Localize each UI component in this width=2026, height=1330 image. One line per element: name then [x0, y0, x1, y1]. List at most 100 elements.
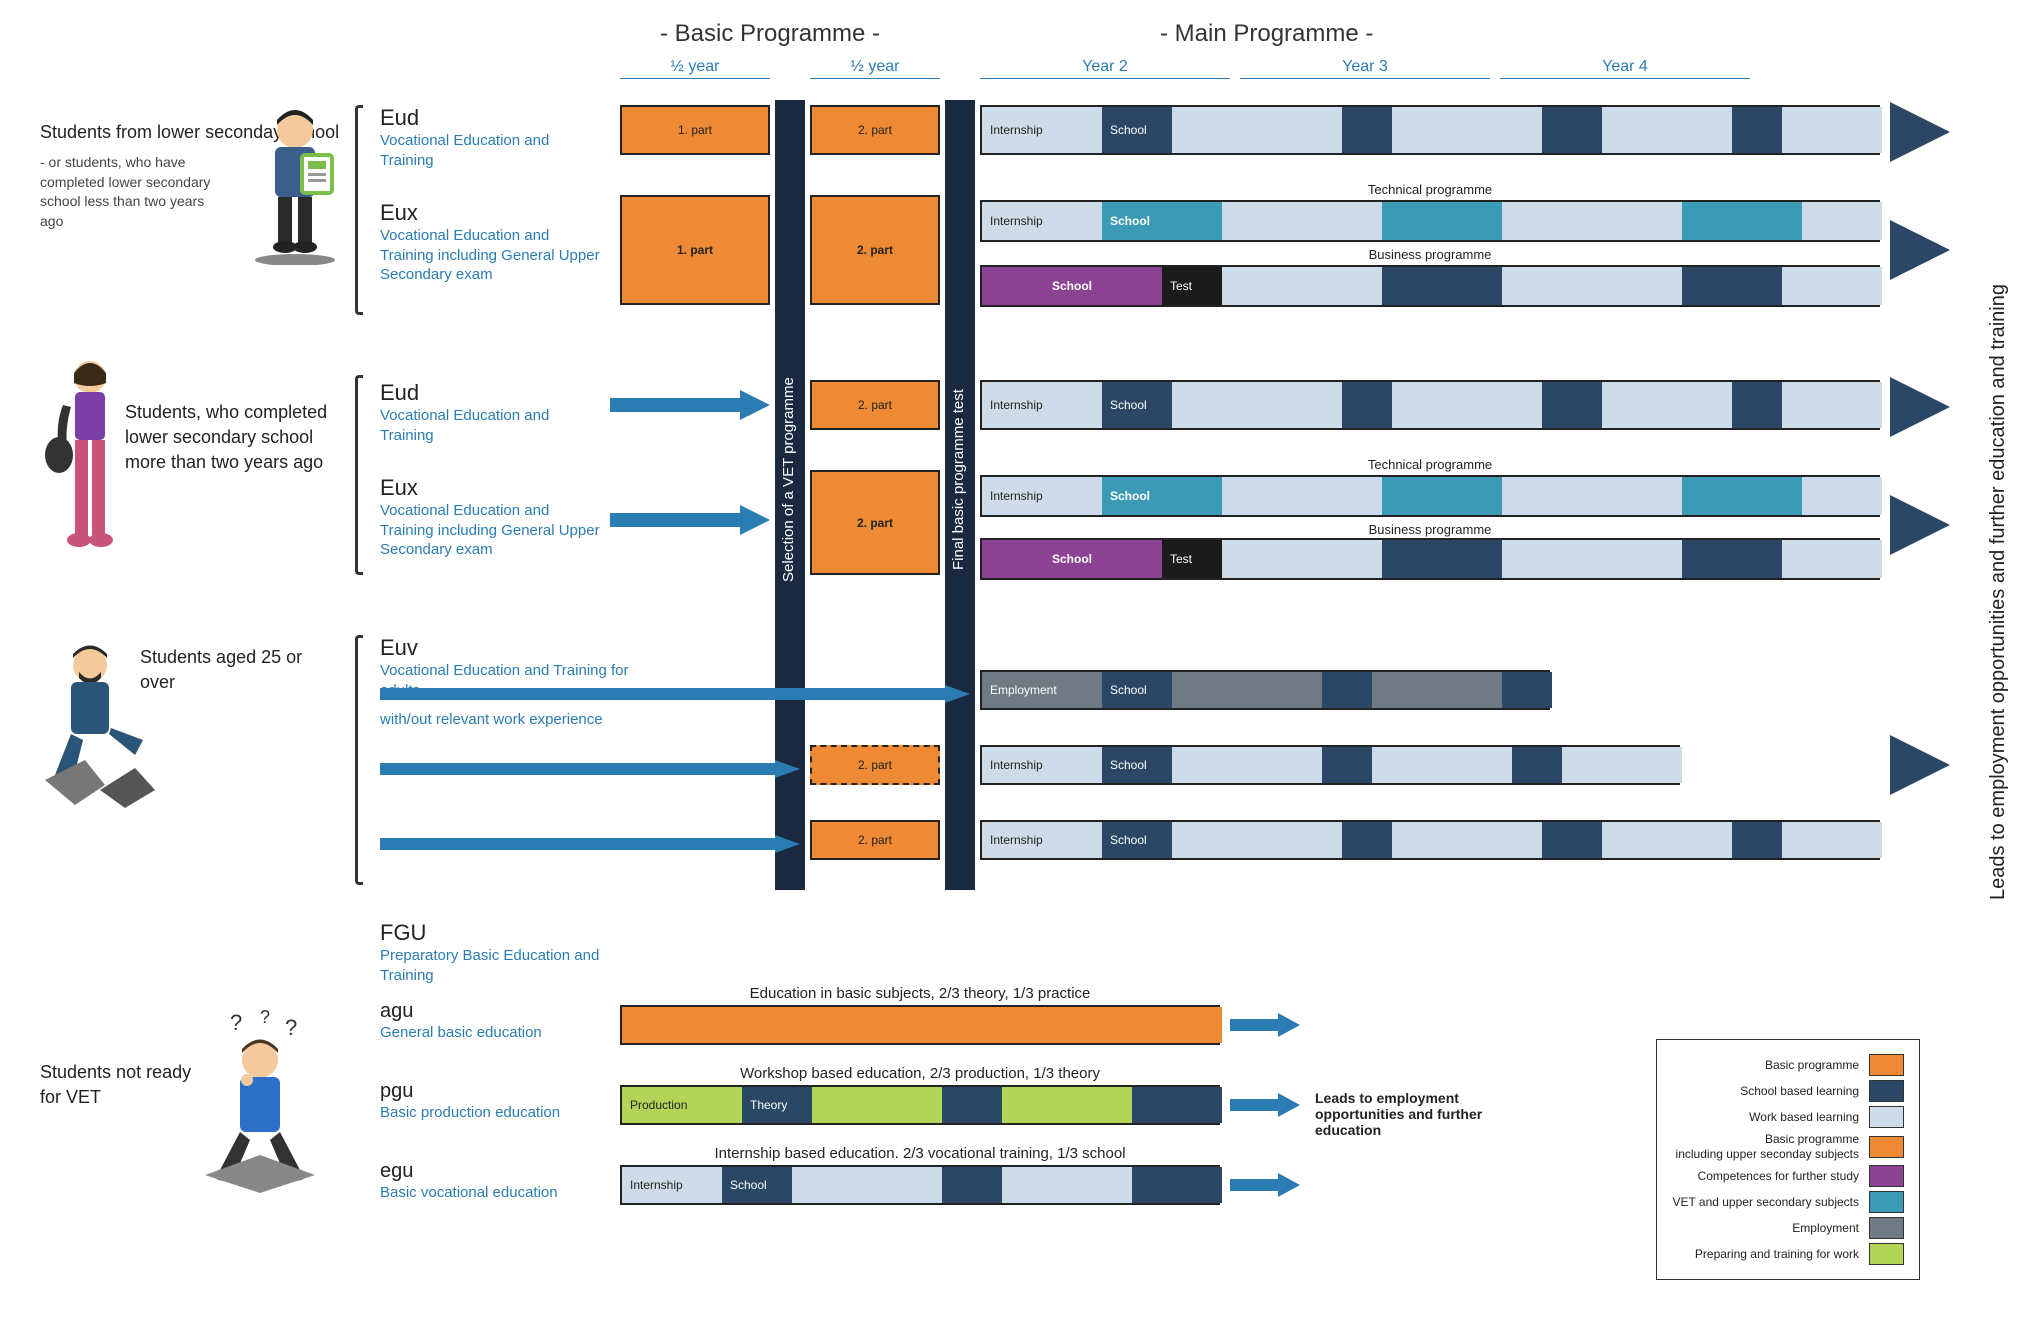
legend-label: Basic programmeincluding upper seconday …	[1676, 1132, 1859, 1161]
eux1-biz-bar: SchoolTest	[980, 265, 1880, 307]
bar-segment	[1732, 107, 1782, 153]
arrow-egu	[1230, 1173, 1300, 1197]
bar-segment	[1542, 107, 1602, 153]
student-4-illustration: ???	[185, 1005, 335, 1195]
track-egu-title: egu	[380, 1160, 600, 1183]
group-1-bracket	[355, 105, 363, 315]
legend-row: Basic programmeincluding upper seconday …	[1672, 1132, 1904, 1161]
bar-segment	[1392, 822, 1542, 858]
bar-segment	[1802, 202, 1882, 240]
track-eud-title: Eud	[380, 105, 600, 131]
track-pgu-sub: Basic production education	[380, 1103, 600, 1123]
track-eud2-title: Eud	[380, 380, 600, 406]
bar-segment	[1172, 672, 1322, 708]
bar-segment	[1392, 107, 1542, 153]
euv2-part2-text: 2. part	[812, 747, 938, 783]
eux2-biz-label: Business programme	[1280, 522, 1580, 537]
euv-int1-bar: InternshipSchool	[980, 745, 1680, 785]
student-3-illustration	[35, 640, 165, 820]
eux1-part1-bar: 1. part	[620, 195, 770, 305]
group-2: Students, who completed lower secondary …	[125, 400, 335, 476]
bar-segment	[1502, 540, 1682, 578]
bar-segment	[622, 1007, 1222, 1043]
bar-segment	[1602, 822, 1732, 858]
agu-caption: Education in basic subjects, 2/3 theory,…	[620, 985, 1220, 1002]
eud1-part1-bar: 1. part	[620, 105, 770, 155]
year-3-label: Year 3	[1240, 58, 1490, 79]
bar-segment	[1222, 267, 1382, 305]
track-eux-title: Eux	[380, 200, 600, 226]
bar-segment: Theory	[742, 1087, 812, 1123]
bar-segment	[1372, 672, 1502, 708]
bar-segment	[792, 1167, 942, 1203]
arrow-eud2	[1890, 377, 1950, 437]
year-4-label: Year 4	[1500, 58, 1750, 79]
group-3: Students aged 25 or over	[140, 645, 330, 695]
arrow-eud1	[1890, 102, 1950, 162]
legend-row: Competences for further study	[1672, 1165, 1904, 1187]
bar-segment: School	[1102, 672, 1172, 708]
diagram-container: - Basic Programme - - Main Programme - ½…	[20, 20, 2020, 1310]
bar-segment	[1342, 822, 1392, 858]
bar-segment	[1382, 540, 1502, 578]
track-eud-1-label: Eud Vocational Education and Training	[380, 105, 600, 170]
bar-segment	[1382, 477, 1502, 515]
euv3-part2-text: 2. part	[812, 822, 938, 858]
bar-segment: Test	[1162, 267, 1222, 305]
year-2-label: Year 2	[980, 58, 1230, 79]
track-pgu-label: pgu Basic production education	[380, 1080, 600, 1123]
bar-segment	[1132, 1167, 1222, 1203]
entry-arrow-eux2	[610, 505, 770, 535]
bar-segment	[812, 1087, 942, 1123]
legend-swatch	[1869, 1054, 1904, 1076]
bar-segment: Test	[1162, 540, 1222, 578]
track-eud-sub: Vocational Education and Training	[380, 131, 600, 170]
bar-segment	[1802, 477, 1882, 515]
bar-segment	[1782, 540, 1882, 578]
finaltest-vertical-text: Final basic programme test	[950, 280, 967, 680]
track-euv-sub2: with/out relevant work experience	[380, 710, 630, 730]
legend-swatch	[1869, 1191, 1904, 1213]
eud1-main-bar: InternshipSchool	[980, 105, 1880, 155]
bar-segment: School	[982, 267, 1162, 305]
eux2-tech-bar: InternshipSchool	[980, 475, 1880, 517]
bar-segment	[1502, 267, 1682, 305]
bar-segment	[1502, 672, 1552, 708]
bar-segment	[1222, 477, 1382, 515]
bar-segment	[942, 1087, 1002, 1123]
bar-segment	[1782, 107, 1882, 153]
legend-swatch	[1869, 1165, 1904, 1187]
track-fgu-label: FGU Preparatory Basic Education and Trai…	[380, 920, 600, 985]
legend-label: School based learning	[1740, 1084, 1859, 1098]
bar-segment: Internship	[982, 747, 1102, 783]
eud1-part2-bar: 2. part	[810, 105, 940, 155]
track-pgu-title: pgu	[380, 1080, 600, 1103]
legend-row: School based learning	[1672, 1080, 1904, 1102]
track-eux2-title: Eux	[380, 475, 600, 501]
bar-segment	[1372, 747, 1512, 783]
bar-segment: School	[1102, 822, 1172, 858]
eux2-tech-label: Technical programme	[1280, 457, 1580, 472]
legend-row: VET and upper secondary subjects	[1672, 1191, 1904, 1213]
bar-segment	[1782, 822, 1882, 858]
bar-segment	[1172, 382, 1342, 428]
legend-row: Preparing and training for work	[1672, 1243, 1904, 1265]
bar-segment	[1732, 822, 1782, 858]
selection-vertical-text: Selection of a VET programme	[780, 280, 797, 680]
bar-segment	[1172, 747, 1322, 783]
eux2-part2-text: 2. part	[812, 472, 938, 573]
eud1-part1-text: 1. part	[622, 107, 768, 153]
track-agu-title: agu	[380, 1000, 600, 1023]
bar-segment	[942, 1167, 1002, 1203]
legend-box: Basic programmeSchool based learningWork…	[1656, 1039, 1920, 1280]
legend-label: Preparing and training for work	[1695, 1247, 1859, 1261]
eux1-part2-bar: 2. part	[810, 195, 940, 305]
arrow-pgu	[1230, 1093, 1300, 1117]
eux2-biz-bar: SchoolTest	[980, 538, 1880, 580]
group-3-title: Students aged 25 or over	[140, 645, 330, 695]
bar-segment: Employment	[982, 672, 1102, 708]
arrow-euv	[1890, 735, 1950, 795]
bar-segment	[1682, 540, 1782, 578]
bar-segment	[1502, 202, 1682, 240]
bar-segment	[1732, 382, 1782, 428]
